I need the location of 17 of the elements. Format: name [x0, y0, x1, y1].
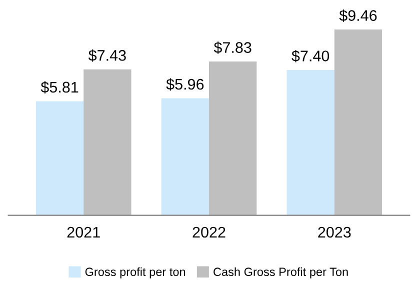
- data-label: $5.96: [166, 78, 204, 91]
- data-label: $7.40: [292, 50, 330, 62]
- x-tick-label: 2022: [192, 226, 226, 238]
- bar: [334, 30, 382, 216]
- bar: [209, 62, 257, 216]
- legend-label: Gross profit per ton: [85, 267, 186, 278]
- bar: [161, 98, 209, 216]
- data-label: $7.83: [214, 41, 252, 54]
- x-tick-label: 2023: [318, 226, 351, 238]
- x-tick-label: 2021: [67, 226, 100, 238]
- bar: [36, 101, 84, 216]
- data-label: $9.46: [339, 9, 377, 22]
- data-label: $7.43: [88, 49, 126, 62]
- bar: [286, 70, 334, 216]
- legend-label: Cash Gross Profit per Ton: [214, 267, 348, 278]
- data-label: $5.81: [40, 81, 78, 94]
- bar: [84, 69, 132, 216]
